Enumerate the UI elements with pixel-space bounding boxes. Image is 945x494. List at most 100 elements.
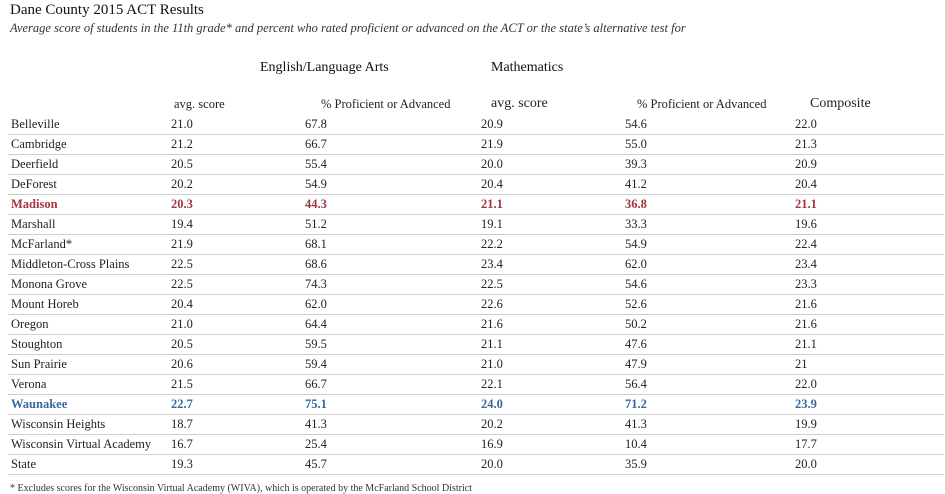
math-pct-proficient: 52.6 [622, 294, 792, 315]
ela-avg-score: 20.2 [168, 174, 302, 195]
math-avg-score: 20.2 [478, 414, 622, 435]
district-name: Stoughton [8, 334, 168, 355]
table-row: Wisconsin Heights 18.7 41.3 20.2 41.3 19.9 [8, 414, 944, 435]
ela-avg-score: 16.7 [168, 434, 302, 455]
composite-score: 22.4 [792, 234, 944, 255]
district-name: Oregon [8, 314, 168, 335]
composite-score: 21.6 [792, 314, 944, 335]
district-name: Wisconsin Virtual Academy [8, 434, 168, 455]
ela-avg-score: 18.7 [168, 414, 302, 435]
math-avg-score: 21.6 [478, 314, 622, 335]
composite-score: 21.3 [792, 134, 944, 155]
table-row: McFarland* 21.9 68.1 22.2 54.9 22.4 [8, 234, 944, 255]
math-pct-proficient: 56.4 [622, 374, 792, 395]
composite-score: 23.4 [792, 254, 944, 275]
table-row: Waunakee 22.7 75.1 24.0 71.2 23.9 [8, 394, 944, 415]
table-row: Middleton-Cross Plains 22.5 68.6 23.4 62.0 23… [8, 254, 944, 275]
math-pct-proficient: 41.3 [622, 414, 792, 435]
group-header-math: Mathematics [491, 60, 564, 75]
composite-score: 20.0 [792, 454, 944, 475]
district-name: Belleville [8, 115, 168, 135]
col-header-ela-pct: % Proficient or Advanced [321, 97, 451, 111]
ela-avg-score: 21.0 [168, 115, 302, 135]
table-row: Belleville 21.0 67.8 20.9 54.6 22.0 [8, 115, 944, 135]
ela-pct-proficient: 25.4 [302, 434, 478, 455]
ela-pct-proficient: 64.4 [302, 314, 478, 335]
composite-score: 20.9 [792, 154, 944, 175]
table-row: DeForest 20.2 54.9 20.4 41.2 20.4 [8, 174, 944, 195]
district-name: Middleton-Cross Plains [8, 254, 168, 275]
ela-avg-score: 21.0 [168, 314, 302, 335]
ela-pct-proficient: 45.7 [302, 454, 478, 475]
composite-score: 21 [792, 354, 944, 375]
composite-score: 17.7 [792, 434, 944, 455]
district-name: McFarland* [8, 234, 168, 255]
ela-pct-proficient: 55.4 [302, 154, 478, 175]
math-avg-score: 22.5 [478, 274, 622, 295]
math-pct-proficient: 54.6 [622, 115, 792, 135]
page-subtitle: Average score of students in the 11th gr… [10, 21, 686, 35]
ela-pct-proficient: 66.7 [302, 134, 478, 155]
ela-avg-score: 20.4 [168, 294, 302, 315]
footnote: * Excludes scores for the Wisconsin Virt… [10, 483, 472, 494]
ela-pct-proficient: 51.2 [302, 214, 478, 235]
math-pct-proficient: 10.4 [622, 434, 792, 455]
math-avg-score: 21.1 [478, 194, 622, 215]
ela-avg-score: 22.7 [168, 394, 302, 415]
district-name: Madison [8, 194, 168, 215]
composite-score: 22.0 [792, 374, 944, 395]
math-avg-score: 22.2 [478, 234, 622, 255]
ela-avg-score: 20.3 [168, 194, 302, 215]
composite-score: 22.0 [792, 115, 944, 135]
ela-pct-proficient: 66.7 [302, 374, 478, 395]
table-row: Deerfield 20.5 55.4 20.0 39.3 20.9 [8, 154, 944, 175]
math-pct-proficient: 54.6 [622, 274, 792, 295]
table-row: Cambridge 21.2 66.7 21.9 55.0 21.3 [8, 134, 944, 155]
district-name: Sun Prairie [8, 354, 168, 375]
table-row: Monona Grove 22.5 74.3 22.5 54.6 23.3 [8, 274, 944, 295]
district-name: Waunakee [8, 394, 168, 415]
district-name: State [8, 454, 168, 475]
composite-score: 19.9 [792, 414, 944, 435]
district-name: Deerfield [8, 154, 168, 175]
math-pct-proficient: 50.2 [622, 314, 792, 335]
ela-avg-score: 21.5 [168, 374, 302, 395]
composite-score: 23.9 [792, 394, 944, 415]
math-pct-proficient: 36.8 [622, 194, 792, 215]
ela-avg-score: 21.9 [168, 234, 302, 255]
ela-pct-proficient: 54.9 [302, 174, 478, 195]
table-row: State 19.3 45.7 20.0 35.9 20.0 [8, 454, 944, 475]
math-pct-proficient: 35.9 [622, 454, 792, 475]
ela-pct-proficient: 75.1 [302, 394, 478, 415]
table-row: Madison 20.3 44.3 21.1 36.8 21.1 [8, 194, 944, 215]
math-pct-proficient: 47.6 [622, 334, 792, 355]
ela-avg-score: 20.5 [168, 334, 302, 355]
district-name: DeForest [8, 174, 168, 195]
math-avg-score: 20.0 [478, 454, 622, 475]
col-header-ela-avg: avg. score [174, 97, 225, 111]
ela-pct-proficient: 44.3 [302, 194, 478, 215]
col-header-math-pct: % Proficient or Advanced [637, 97, 767, 111]
composite-score: 21.1 [792, 194, 944, 215]
district-name: Verona [8, 374, 168, 395]
ela-avg-score: 22.5 [168, 254, 302, 275]
math-avg-score: 23.4 [478, 254, 622, 275]
ela-pct-proficient: 68.6 [302, 254, 478, 275]
ela-pct-proficient: 67.8 [302, 115, 478, 135]
ela-avg-score: 19.3 [168, 454, 302, 475]
ela-pct-proficient: 74.3 [302, 274, 478, 295]
composite-score: 19.6 [792, 214, 944, 235]
ela-avg-score: 20.5 [168, 154, 302, 175]
ela-pct-proficient: 41.3 [302, 414, 478, 435]
ela-avg-score: 20.6 [168, 354, 302, 375]
table-row: Mount Horeb 20.4 62.0 22.6 52.6 21.6 [8, 294, 944, 315]
math-avg-score: 20.9 [478, 115, 622, 135]
col-header-composite: Composite [810, 96, 871, 111]
table-row: Verona 21.5 66.7 22.1 56.4 22.0 [8, 374, 944, 395]
math-pct-proficient: 33.3 [622, 214, 792, 235]
composite-score: 23.3 [792, 274, 944, 295]
math-pct-proficient: 71.2 [622, 394, 792, 415]
math-avg-score: 19.1 [478, 214, 622, 235]
district-name: Mount Horeb [8, 294, 168, 315]
district-name: Monona Grove [8, 274, 168, 295]
